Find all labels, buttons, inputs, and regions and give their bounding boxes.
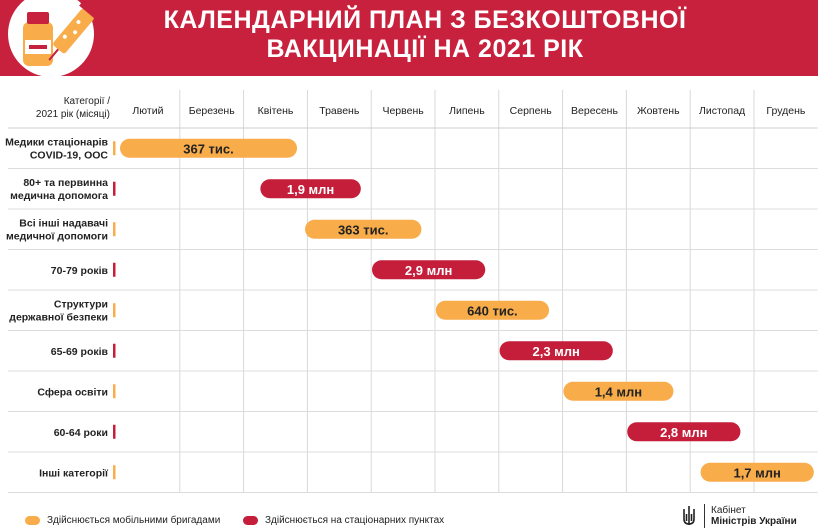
category-label: Інші категорії bbox=[39, 467, 109, 479]
month-label: Липень bbox=[449, 105, 485, 117]
gantt-bar bbox=[120, 138, 298, 158]
category-marker bbox=[113, 303, 116, 318]
vaccine-icon bbox=[8, 0, 95, 76]
month-label: Червень bbox=[382, 105, 424, 117]
vaccination-gantt-chart: Категорії / 2021 рік (місяці) Лютий Березен… bbox=[5, 90, 818, 493]
title-line-2: ВАКЦИНАЦІЇ НА 2021 РІК bbox=[266, 35, 584, 63]
month-label: Лютий bbox=[132, 105, 163, 117]
month-label: Листопад bbox=[699, 105, 745, 117]
category-marker bbox=[113, 181, 116, 196]
gantt-bar bbox=[700, 462, 814, 482]
category-marker bbox=[113, 465, 116, 480]
gantt-bar bbox=[260, 179, 361, 199]
title-line-1: КАЛЕНДАРНИЙ ПЛАН З БЕЗКОШТОВНОЇ bbox=[163, 6, 687, 34]
gantt-bar bbox=[499, 341, 613, 361]
page-title: КАЛЕНДАРНИЙ ПЛАН З БЕЗКОШТОВНОЇ ВАКЦИНАЦ… bbox=[115, 6, 735, 64]
category-label: Сфера освіти bbox=[37, 386, 108, 398]
category-label: 65-69 років bbox=[51, 346, 109, 358]
gantt-bar bbox=[563, 381, 674, 401]
bar-value-label: 2,9 млн bbox=[405, 263, 452, 278]
category-label: Медики стаціонарів bbox=[5, 136, 108, 148]
gantt-bar bbox=[372, 260, 486, 280]
corner-label-line-2: 2021 рік (місяці) bbox=[36, 109, 110, 120]
category-label: 60-64 роки bbox=[54, 427, 108, 439]
cabinet-line-2: Міністрів України bbox=[711, 515, 797, 527]
bar-value-label: 2,3 млн bbox=[533, 344, 580, 359]
cabinet-logo: Кабінет Міністрів України bbox=[682, 501, 797, 530]
category-marker bbox=[113, 343, 116, 358]
month-label: Жовтень bbox=[637, 105, 680, 117]
month-label: Квітень bbox=[258, 105, 294, 117]
category-label: Всі інші надавачі bbox=[19, 217, 108, 229]
legend-mobile: Здійснюється мобільними бригадами bbox=[25, 513, 220, 527]
legend-stationary: Здійснюється на стаціонарних пунктах bbox=[243, 513, 444, 527]
bar-value-label: 2,8 млн bbox=[660, 425, 707, 440]
category-label: 80+ та первинна bbox=[23, 177, 108, 189]
gantt-bar bbox=[627, 422, 741, 442]
category-label: медична допомога bbox=[10, 190, 108, 202]
month-label: Вересень bbox=[571, 105, 618, 117]
trident-icon bbox=[683, 505, 695, 525]
category-label: державної безпеки bbox=[9, 311, 108, 323]
category-marker bbox=[113, 262, 116, 277]
bar-value-label: 1,7 млн bbox=[733, 465, 780, 480]
bar-value-label: 1,4 млн bbox=[595, 384, 642, 399]
gantt-bar bbox=[305, 219, 422, 239]
legend-stationary-swatch bbox=[243, 515, 258, 525]
category-marker bbox=[113, 384, 116, 399]
bar-value-label: 1,9 млн bbox=[287, 182, 334, 197]
corner-label-line-1: Категорії / bbox=[64, 96, 111, 107]
bar-value-label: 367 тис. bbox=[183, 141, 234, 156]
legend-stationary-label: Здійснюється на стаціонарних пунктах bbox=[265, 514, 445, 526]
legend-mobile-label: Здійснюється мобільними бригадами bbox=[47, 514, 221, 526]
category-label: COVID-19, ООС bbox=[30, 149, 109, 161]
category-label: медичної допомоги bbox=[6, 230, 108, 242]
month-label: Травень bbox=[319, 105, 360, 117]
legend-mobile-swatch bbox=[25, 515, 40, 525]
category-label: Структури bbox=[54, 298, 108, 310]
category-marker bbox=[113, 141, 116, 156]
month-label: Серпень bbox=[510, 105, 553, 117]
cabinet-line-1: Кабінет bbox=[711, 504, 746, 516]
month-label: Березень bbox=[189, 105, 236, 117]
category-marker bbox=[113, 222, 116, 237]
month-label: Грудень bbox=[766, 105, 805, 117]
header-banner: КАЛЕНДАРНИЙ ПЛАН З БЕЗКОШТОВНОЇ ВАКЦИНАЦ… bbox=[0, 0, 818, 76]
cabinet-divider bbox=[704, 503, 705, 528]
bar-value-label: 640 тис. bbox=[467, 303, 518, 318]
bar-value-label: 363 тис. bbox=[338, 222, 389, 237]
category-marker bbox=[113, 424, 116, 439]
category-label: 70-79 років bbox=[51, 265, 109, 277]
gantt-bar bbox=[435, 300, 550, 320]
